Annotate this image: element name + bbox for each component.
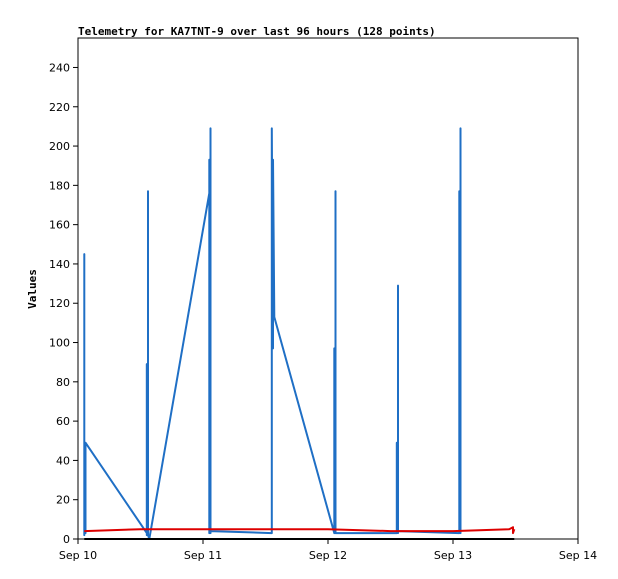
y-tick-label: 140 [49,258,70,271]
y-axis-label: Values [26,269,39,309]
y-tick-label: 20 [56,494,70,507]
y-tick-label: 200 [49,140,70,153]
y-tick-label: 100 [49,337,70,350]
y-tick-label: 40 [56,454,70,467]
y-tick-label: 120 [49,297,70,310]
series-group [83,127,516,540]
x-tick-label: Sep 11 [184,549,222,562]
x-tick-label: Sep 13 [434,549,472,562]
y-axis: 0 20 40 60 80 100 120 140 160 180 200 220 240 [49,61,78,546]
y-tick-label: 180 [49,179,70,192]
x-axis: Sep 10 Sep 11 Sep 12 Sep 13 Sep 14 [59,539,597,562]
x-tick-label: Sep 10 [59,549,97,562]
y-tick-label: 160 [49,219,70,232]
x-tick-label: Sep 14 [559,549,597,562]
series-line-2 [84,526,516,535]
chart-title: Telemetry for KA7TNT-9 over last 96 hour… [78,25,436,38]
y-tick-label: 240 [49,61,70,74]
y-tick-label: 0 [63,533,70,546]
y-tick-label: 60 [56,415,70,428]
series-line-1 [83,127,462,540]
y-tick-label: 80 [56,376,70,389]
y-tick-label: 220 [49,101,70,114]
x-tick-label: Sep 12 [309,549,347,562]
